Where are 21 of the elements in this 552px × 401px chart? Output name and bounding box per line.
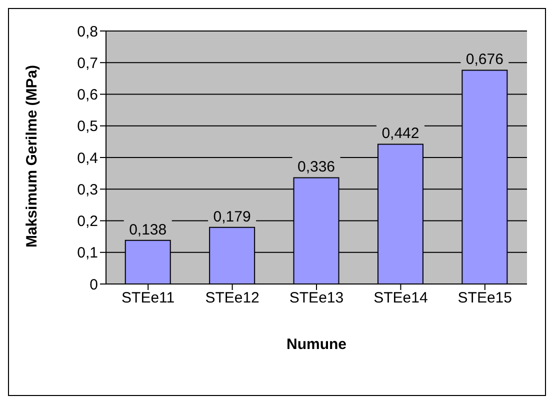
x-axis-title: Numune bbox=[286, 336, 346, 353]
data-label: 0,676 bbox=[466, 51, 504, 68]
y-tick-label: 0,5 bbox=[77, 118, 98, 136]
y-tick-label: 0,3 bbox=[77, 181, 98, 198]
y-tick-label: 0,8 bbox=[77, 23, 98, 40]
x-tick-label: STEe14 bbox=[374, 290, 428, 307]
data-label: 0,179 bbox=[213, 208, 251, 226]
y-tick-label: 0,4 bbox=[77, 150, 98, 167]
x-tick-label: STEe15 bbox=[458, 290, 512, 307]
y-axis-title: Maksimum Gerilme (MPa) bbox=[23, 64, 40, 248]
y-tick-label: 0,6 bbox=[77, 86, 98, 104]
x-tick-label: STEe11 bbox=[122, 290, 175, 307]
data-label: 0,336 bbox=[297, 158, 336, 176]
y-tick-label: 0 bbox=[90, 276, 98, 294]
x-tick-label: STEe12 bbox=[205, 290, 260, 307]
y-tick-label: 0,7 bbox=[77, 54, 98, 72]
y-tick-label: 0,1 bbox=[77, 244, 98, 262]
x-tick-label: STEe13 bbox=[289, 290, 344, 307]
data-label: 0,442 bbox=[382, 125, 420, 142]
y-tick-label: 0,2 bbox=[77, 213, 98, 230]
data-label: 0,138 bbox=[129, 221, 167, 238]
